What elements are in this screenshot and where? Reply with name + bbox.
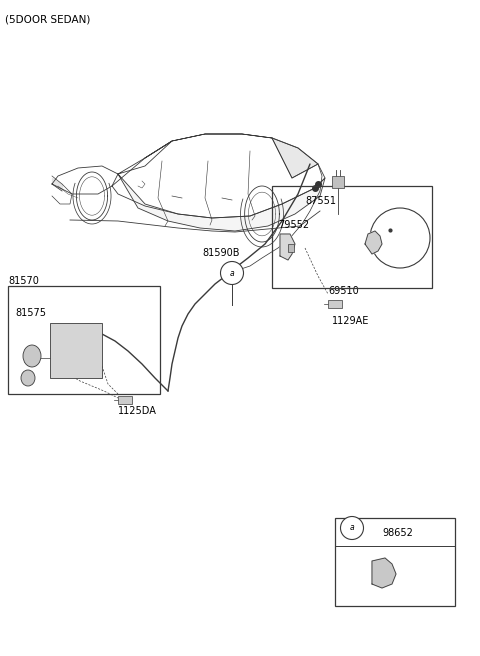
Bar	[332, 176, 344, 188]
Text: 87551: 87551	[305, 196, 336, 206]
Circle shape	[340, 516, 363, 539]
Text: (5DOOR SEDAN): (5DOOR SEDAN)	[5, 14, 90, 24]
Bar	[328, 300, 342, 308]
Text: a: a	[350, 523, 354, 533]
Polygon shape	[280, 234, 295, 260]
Text: 98652: 98652	[382, 528, 413, 538]
Text: 1125DA: 1125DA	[118, 406, 157, 416]
Bar	[50, 323, 102, 378]
Polygon shape	[365, 231, 382, 254]
Bar	[288, 244, 294, 252]
Ellipse shape	[21, 370, 35, 386]
Circle shape	[220, 262, 243, 285]
Text: 81570: 81570	[8, 276, 39, 286]
Bar	[272, 186, 432, 288]
Text: 79552: 79552	[278, 220, 309, 230]
Text: 1129AE: 1129AE	[332, 316, 370, 326]
Polygon shape	[372, 558, 396, 588]
Text: a: a	[230, 268, 234, 277]
Polygon shape	[272, 138, 318, 178]
Bar	[118, 396, 132, 404]
Bar	[8, 286, 160, 394]
Ellipse shape	[23, 345, 41, 367]
Text: 81575: 81575	[15, 308, 46, 318]
Text: 69510: 69510	[328, 286, 359, 296]
Polygon shape	[118, 174, 325, 231]
Bar	[335, 518, 455, 606]
Text: 81590B: 81590B	[202, 248, 240, 258]
